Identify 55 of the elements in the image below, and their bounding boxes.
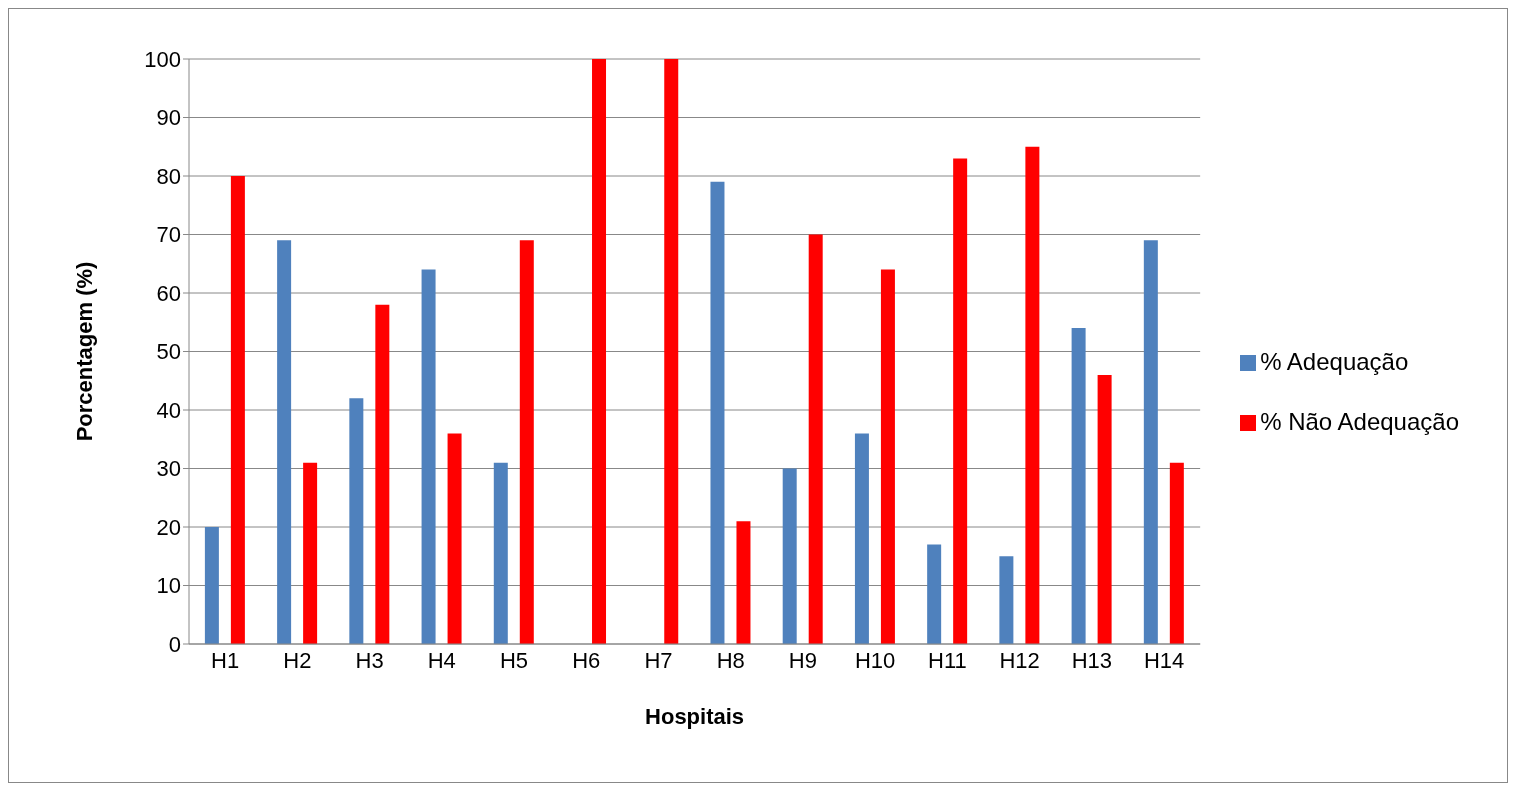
bar [519, 240, 534, 644]
bar [854, 433, 869, 644]
x-tick-label: H14 [1143, 647, 1185, 673]
bar [710, 181, 725, 644]
x-tick-label: H5 [499, 647, 529, 673]
x-tick-label: H2 [283, 647, 312, 673]
bar [1071, 328, 1086, 644]
y-tick-label: 90 [156, 105, 181, 131]
bar [277, 240, 292, 644]
x-axis-title: Hospitais [645, 704, 745, 729]
x-tick-label: H7 [644, 647, 673, 673]
bar [953, 158, 968, 644]
x-tick-label: H9 [788, 647, 817, 673]
bar [493, 462, 508, 644]
y-tick-label: 80 [156, 163, 181, 189]
x-tick-label: H12 [999, 647, 1040, 673]
x-tick-label: H3 [355, 647, 384, 673]
x-tick-label: H13 [1071, 647, 1113, 673]
legend-label: % Adequação [1260, 347, 1409, 375]
y-tick-label: 30 [156, 456, 181, 482]
y-tick-label: 0 [168, 631, 181, 657]
y-axis-title: Porcentagem (%) [71, 261, 97, 442]
y-tick-label: 100 [144, 46, 181, 72]
bar [782, 468, 797, 644]
bar [880, 269, 895, 644]
bar [736, 521, 751, 644]
bar [664, 59, 679, 644]
bar [808, 234, 823, 644]
bar [303, 462, 318, 644]
x-tick-label: H11 [928, 647, 967, 673]
bar [230, 176, 245, 644]
bar [1097, 374, 1112, 644]
y-tick-label: 50 [156, 339, 181, 365]
x-tick-label: H4 [427, 647, 456, 673]
bar [927, 544, 942, 644]
x-tick-label: H8 [716, 647, 745, 673]
bar [1169, 462, 1184, 644]
x-tick-label: H6 [572, 647, 601, 673]
bar [349, 398, 364, 644]
bar [999, 556, 1014, 644]
x-tick-label: H10 [854, 647, 896, 673]
y-tick-label: 40 [156, 397, 181, 423]
bar [375, 304, 390, 644]
legend-label: % Não Adequação [1260, 407, 1459, 435]
y-tick-label: 60 [156, 280, 181, 306]
bar [1143, 240, 1158, 644]
y-tick-label: 70 [156, 222, 181, 248]
bar [592, 59, 607, 644]
y-tick-label: 20 [156, 514, 181, 540]
x-tick-label: H1 [211, 647, 240, 673]
bar [421, 269, 436, 644]
bar [447, 433, 462, 644]
bar [1025, 146, 1040, 644]
bar [204, 527, 219, 644]
y-tick-label: 10 [156, 573, 181, 599]
